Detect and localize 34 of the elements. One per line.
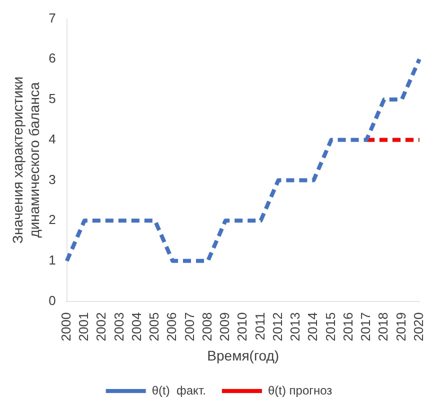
legend-label: θ(t) факт. — [152, 383, 206, 398]
x-tick-label: 2014 — [305, 312, 320, 342]
x-tick-label: 2018 — [376, 312, 391, 342]
x-tick-label: 2003 — [111, 312, 126, 342]
x-tick-label: 2016 — [340, 312, 356, 342]
y-axis-title: Значения характеристики динамического баланса — [9, 76, 42, 244]
y-tick-label: 6 — [48, 50, 56, 66]
y-tick-label: 2 — [48, 212, 56, 228]
x-tick-label: 2013 — [288, 312, 303, 342]
y-tick-label: 3 — [48, 172, 56, 187]
legend-label: θ(t) прогноз — [268, 383, 333, 398]
x-tick-label: 2002 — [94, 312, 109, 342]
x-tick-label: 2009 — [217, 312, 232, 342]
y-tick-label: 0 — [48, 292, 56, 308]
line-series — [64, 57, 422, 263]
x-tick-label: 2005 — [146, 312, 162, 342]
x-tick-label: 2006 — [164, 312, 180, 342]
x-tick-label: 2017 — [358, 312, 374, 342]
x-tick-label: 2011 — [252, 312, 268, 340]
x-tick-label: 2020 — [410, 312, 426, 342]
x-tick-label: 2004 — [128, 312, 144, 342]
x-tick-label: 2010 — [234, 312, 250, 342]
x-tick-label: 2000 — [58, 312, 74, 342]
y-tick-label: 1 — [48, 252, 56, 268]
x-tick-label: 2015 — [322, 312, 338, 342]
x-tick-label: 2007 — [182, 312, 197, 342]
y-tick-label: 5 — [48, 91, 56, 106]
x-tick-label: 2008 — [199, 312, 214, 342]
x-tick-label: 2012 — [270, 312, 285, 342]
x-axis-title: Время(год) — [207, 347, 280, 364]
y-tick-label: 4 — [48, 131, 56, 146]
x-tick-label: 2019 — [393, 312, 408, 342]
x-tick-label: 2001 — [76, 312, 92, 342]
y-tick-label: 7 — [48, 10, 56, 26]
